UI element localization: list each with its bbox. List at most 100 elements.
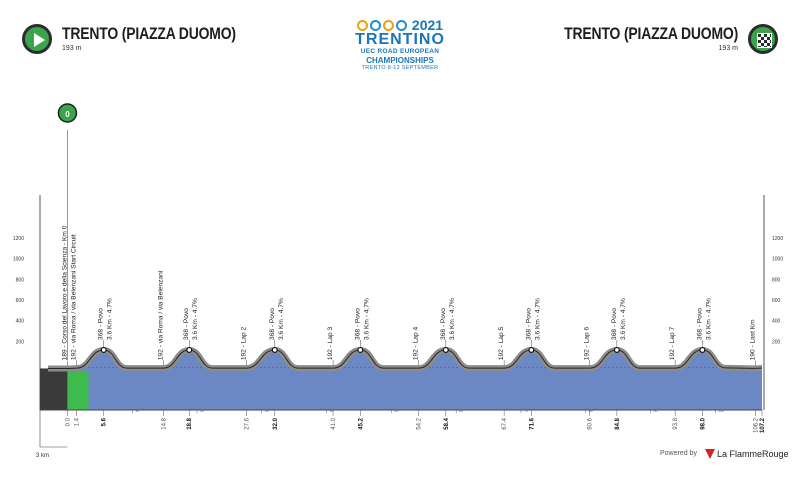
y-tick-label-left: 1200	[13, 236, 24, 242]
x-km-label: 71.6	[529, 417, 535, 429]
climb-summit-dot	[613, 346, 620, 353]
waypoint-label: 368 - Povo	[354, 308, 361, 340]
start-location-title: TRENTO (PIAZZA DUOMO)	[62, 24, 236, 43]
distance-axis: 10 20 30 40 50 60 70 80 90 100 0.0 1.4 5.6 14.8 18.8 27…	[36, 409, 766, 459]
right-altitude-axis: 200 400 600 800 1000 1200	[763, 195, 783, 410]
x-km-label: 5.6	[102, 417, 108, 426]
waypoint-label: 368 - Povo	[269, 308, 276, 340]
event-logo: 2021 TRENTINO UEC ROAD EUROPEAN CHAMPION…	[339, 17, 461, 72]
x-minor-tick-label: 40	[330, 409, 334, 413]
finish-checkered-flag-icon	[748, 24, 778, 54]
waypoint-label: 190 - Last Km	[750, 319, 757, 361]
elevation-area	[40, 349, 762, 410]
x-minor-tick-label: 80	[589, 409, 593, 413]
y-tick-label-left: 200	[16, 339, 25, 345]
waypoint-label: 368 - Povo	[440, 308, 447, 340]
waypoint-label: 192 - Lap 5	[498, 326, 505, 360]
start-marker-icon	[57, 103, 78, 123]
x-km-label: 106.2	[754, 417, 760, 433]
x-km-label: 107.2	[760, 417, 766, 433]
x-minor-tick-label: 10	[135, 409, 139, 413]
x-km-label: 18.8	[187, 417, 193, 429]
climb-summit-dot	[357, 346, 364, 353]
x-minor-tick-label: 70	[524, 409, 528, 413]
x-minor-tick-label: 90	[654, 409, 658, 413]
logo-line-1: UEC ROAD EUROPEAN	[360, 48, 440, 55]
logo-year: 2021	[411, 17, 444, 33]
start-marker-label: 0	[65, 110, 70, 119]
waypoint-label: 368 - Povo	[525, 308, 532, 340]
start-segment	[67, 371, 89, 410]
waypoint-label: 192 - Lap 2	[240, 326, 247, 360]
x-km-label: 84.8	[615, 417, 621, 429]
climb-info-label: 3.6 Km - 4.7%	[449, 298, 456, 340]
y-tick-label-right: 1200	[772, 236, 783, 242]
start-play-icon	[22, 24, 52, 54]
climb-info-label: 3.6 Km - 4.7%	[534, 298, 541, 340]
waypoint-label: 368 - Povo	[611, 308, 618, 340]
climb-info-label: 3.6 Km - 4.7%	[107, 298, 114, 340]
profile-header: TRENTO (PIAZZA DUOMO) 193 m 2021 TRENTIN…	[0, 0, 800, 80]
profile-outline	[47, 349, 763, 369]
x-km-label: 41.0	[331, 417, 337, 429]
climb-info-label: 3.6 Km - 4.7%	[278, 298, 285, 340]
climb-summit-dot	[528, 346, 535, 353]
climb-summit-dot	[271, 346, 278, 353]
climb-info-label: 3.6 Km - 4.7%	[705, 298, 712, 340]
road-band	[47, 346, 763, 372]
waypoint-label: 192 - Lap 3	[327, 326, 334, 360]
waypoint-markers: 0 189 - Corso del Lavoro e della Scienza …	[57, 103, 757, 366]
finish-location-title: TRENTO (PIAZZA DUOMO)	[564, 24, 738, 43]
powered-by-label: Powered by	[660, 450, 697, 457]
waypoint-label: 189 - Corso del Lavoro e della Scienza -…	[61, 225, 68, 360]
x-km-label: 80.6	[588, 417, 594, 429]
y-tick-label-right: 400	[772, 319, 781, 325]
y-tick-label-right: 1000	[772, 257, 783, 263]
x-km-label: 67.4	[502, 417, 508, 429]
logo-line-3: TRENTO 8-12 SEPTEMBER	[361, 65, 439, 71]
flamme-rouge-brand: La FlammeRouge	[717, 449, 789, 459]
waypoint-label: 368 - Povo	[98, 308, 105, 340]
y-tick-label-right: 800	[772, 277, 781, 283]
climb-summit-dot	[100, 346, 107, 353]
x-km-label: 1.4	[75, 417, 81, 426]
x-km-label: 27.6	[244, 417, 250, 429]
x-minor-tick-label: 100	[718, 409, 724, 413]
elevation-fill	[48, 349, 762, 410]
y-tick-label-right: 200	[772, 339, 781, 345]
waypoint-label: 192 - Lap 6	[584, 326, 591, 360]
climb-info-label: 3.6 Km - 4.7%	[620, 298, 627, 340]
y-tick-label-left: 800	[16, 277, 25, 283]
road-band-line	[47, 346, 763, 372]
x-minor-tick-label: 50	[394, 409, 398, 413]
waypoint-label: 192 - Lap 4	[413, 326, 420, 360]
y-tick-label-left: 400	[16, 319, 25, 325]
flamme-rouge-logo-icon	[705, 449, 715, 459]
logo-line-2: CHAMPIONSHIPS	[366, 56, 434, 65]
x-km-label: 0.0	[65, 417, 71, 426]
climb-summit-dot	[186, 346, 193, 353]
x-km-label: 45.2	[358, 417, 364, 429]
x-minor-tick-label: 60	[459, 409, 463, 413]
x-km-label: 54.2	[417, 417, 423, 429]
scale-label: 3 km	[36, 453, 49, 459]
waypoint-label: 368 - Povo	[183, 308, 190, 340]
y-tick-label-right: 600	[772, 298, 781, 304]
x-km-label: 14.8	[161, 417, 167, 429]
left-altitude-axis: 200 400 600 800 1000 1200	[13, 195, 41, 410]
waypoint-label: 192 - via Roma / via Belenzani	[157, 270, 164, 360]
waypoint-label: 192 - via Roma / via Belenzani Start Cir…	[71, 234, 78, 360]
waypoint-label: 368 - Povo	[696, 308, 703, 340]
climb-summit-dot	[442, 346, 449, 353]
neutral-zone-block	[40, 368, 68, 410]
finish-altitude: 193 m	[718, 45, 738, 52]
logo-name: TRENTINO	[355, 31, 445, 48]
x-km-label: 98.0	[700, 417, 706, 429]
x-minor-tick-label: 20	[200, 409, 204, 413]
waypoint-label: 192 - Lap 7	[669, 326, 676, 360]
y-tick-label-left: 600	[16, 298, 25, 304]
x-minor-tick-label: 30	[265, 409, 269, 413]
logo-rings-icon: 2021	[339, 17, 461, 33]
x-km-label: 58.4	[444, 417, 450, 429]
